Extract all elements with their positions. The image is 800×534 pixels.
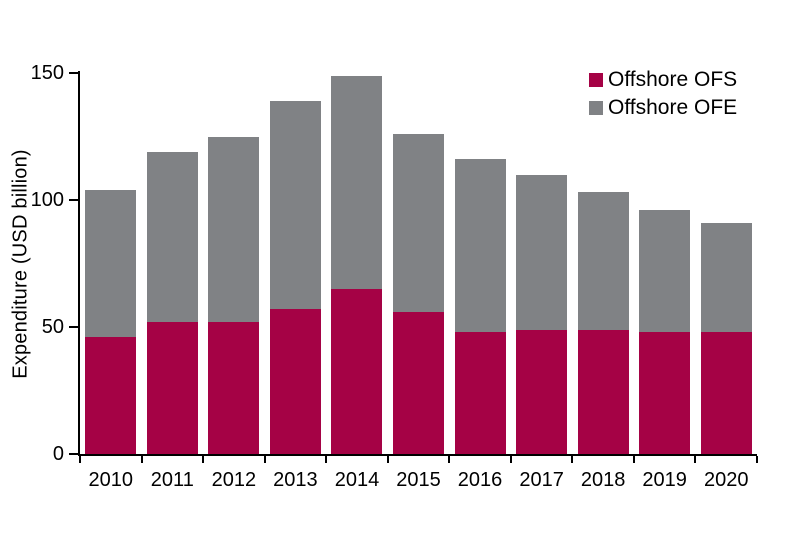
bar-segment-ofe xyxy=(639,210,691,333)
bar-segment-ofs xyxy=(146,321,198,454)
bar-segment-ofs xyxy=(700,332,752,454)
stacked-bar xyxy=(700,222,752,454)
bar-group-2010 xyxy=(80,73,142,454)
bar-group-2016 xyxy=(449,73,511,454)
y-tick-mark xyxy=(69,199,78,201)
stacked-bar xyxy=(577,192,629,454)
x-tick-mark xyxy=(571,456,574,463)
stacked-bar xyxy=(516,174,568,454)
bar-group-2014 xyxy=(326,73,388,454)
bar-segment-ofe xyxy=(454,159,506,333)
legend-item-offshore-ofs: Offshore OFS xyxy=(589,66,737,94)
bar-group-2017 xyxy=(511,73,573,454)
bar-segment-ofe xyxy=(331,75,383,289)
bar-segment-ofs xyxy=(269,309,321,454)
x-tick-label: 2013 xyxy=(273,469,318,491)
x-tick-label: 2012 xyxy=(211,469,257,491)
stacked-bar xyxy=(454,159,506,454)
x-tick-mark xyxy=(140,456,143,463)
x-tick-mark xyxy=(325,456,328,463)
x-tick-mark xyxy=(694,456,697,463)
y-tick-label: 50 xyxy=(41,316,64,338)
stacked-bar xyxy=(85,189,137,454)
y-tick-mark xyxy=(69,326,78,328)
stacked-bar xyxy=(208,136,260,454)
bar-segment-ofe xyxy=(269,100,321,310)
bar-segment-ofe xyxy=(85,189,137,338)
bar-segment-ofe xyxy=(577,192,629,330)
bar-segment-ofe xyxy=(516,174,568,330)
x-tick-label: 2010 xyxy=(88,469,134,491)
bar-segment-ofs xyxy=(393,311,444,454)
legend-swatch-ofe xyxy=(589,101,603,115)
bar-segment-ofe xyxy=(393,133,444,312)
y-tick-label: 150 xyxy=(30,62,64,84)
legend-label-ofs: Offshore OFS xyxy=(608,68,738,91)
y-tick-label: 0 xyxy=(52,443,64,465)
bar-group-2018 xyxy=(572,73,634,454)
bar-group-2013 xyxy=(265,73,327,454)
y-tick-label: 100 xyxy=(30,189,64,211)
bar-segment-ofs xyxy=(639,332,691,455)
plot-area xyxy=(80,73,757,455)
bar-segment-ofe xyxy=(208,136,260,322)
legend: Offshore OFS Offshore OFE xyxy=(589,66,737,122)
legend-swatch-ofs xyxy=(589,73,603,87)
x-tick-mark xyxy=(509,456,512,463)
stacked-bar xyxy=(331,75,383,454)
x-tick-label: 2017 xyxy=(519,469,564,491)
bar-group-2011 xyxy=(142,73,204,454)
y-axis-title: Expenditure (USD billion) xyxy=(9,149,32,379)
legend-label-ofe: Offshore OFE xyxy=(608,96,738,119)
x-tick-mark xyxy=(263,456,266,463)
bar-segment-ofe xyxy=(700,222,752,333)
x-tick-label: 2018 xyxy=(580,469,626,491)
x-tick-mark xyxy=(79,456,81,463)
x-tick-label: 2015 xyxy=(396,469,441,491)
x-tick-label: 2014 xyxy=(334,469,380,491)
x-tick-mark xyxy=(448,456,451,463)
x-tick-label: 2011 xyxy=(150,469,194,491)
x-tick-label: 2016 xyxy=(457,469,503,491)
stacked-bar xyxy=(639,210,691,455)
x-tick-mark xyxy=(756,456,758,463)
bar-segment-ofe xyxy=(146,151,198,322)
bar-group-2015 xyxy=(388,73,450,454)
legend-item-offshore-ofe: Offshore OFE xyxy=(589,94,737,122)
x-axis-line xyxy=(78,454,757,456)
bar-segment-ofs xyxy=(208,321,260,454)
x-tick-label: 2020 xyxy=(703,469,749,491)
bar-segment-ofs xyxy=(331,288,383,454)
stacked-bar xyxy=(146,151,198,454)
stacked-bar xyxy=(393,133,444,454)
bar-group-2019 xyxy=(634,73,696,455)
y-tick-mark xyxy=(69,72,78,74)
bar-segment-ofs xyxy=(577,329,629,454)
x-tick-mark xyxy=(202,456,205,463)
bar-group-2020 xyxy=(695,73,757,454)
bar-segment-ofs xyxy=(85,337,137,454)
y-axis-line xyxy=(78,71,80,456)
x-tick-mark xyxy=(386,456,389,463)
x-tick-label: 2019 xyxy=(642,469,687,491)
bar-segment-ofs xyxy=(454,332,506,454)
bar-group-2012 xyxy=(203,73,265,454)
x-tick-mark xyxy=(632,456,635,463)
y-tick-mark xyxy=(69,453,78,455)
stacked-bar xyxy=(269,100,321,454)
bar-segment-ofs xyxy=(516,329,568,454)
